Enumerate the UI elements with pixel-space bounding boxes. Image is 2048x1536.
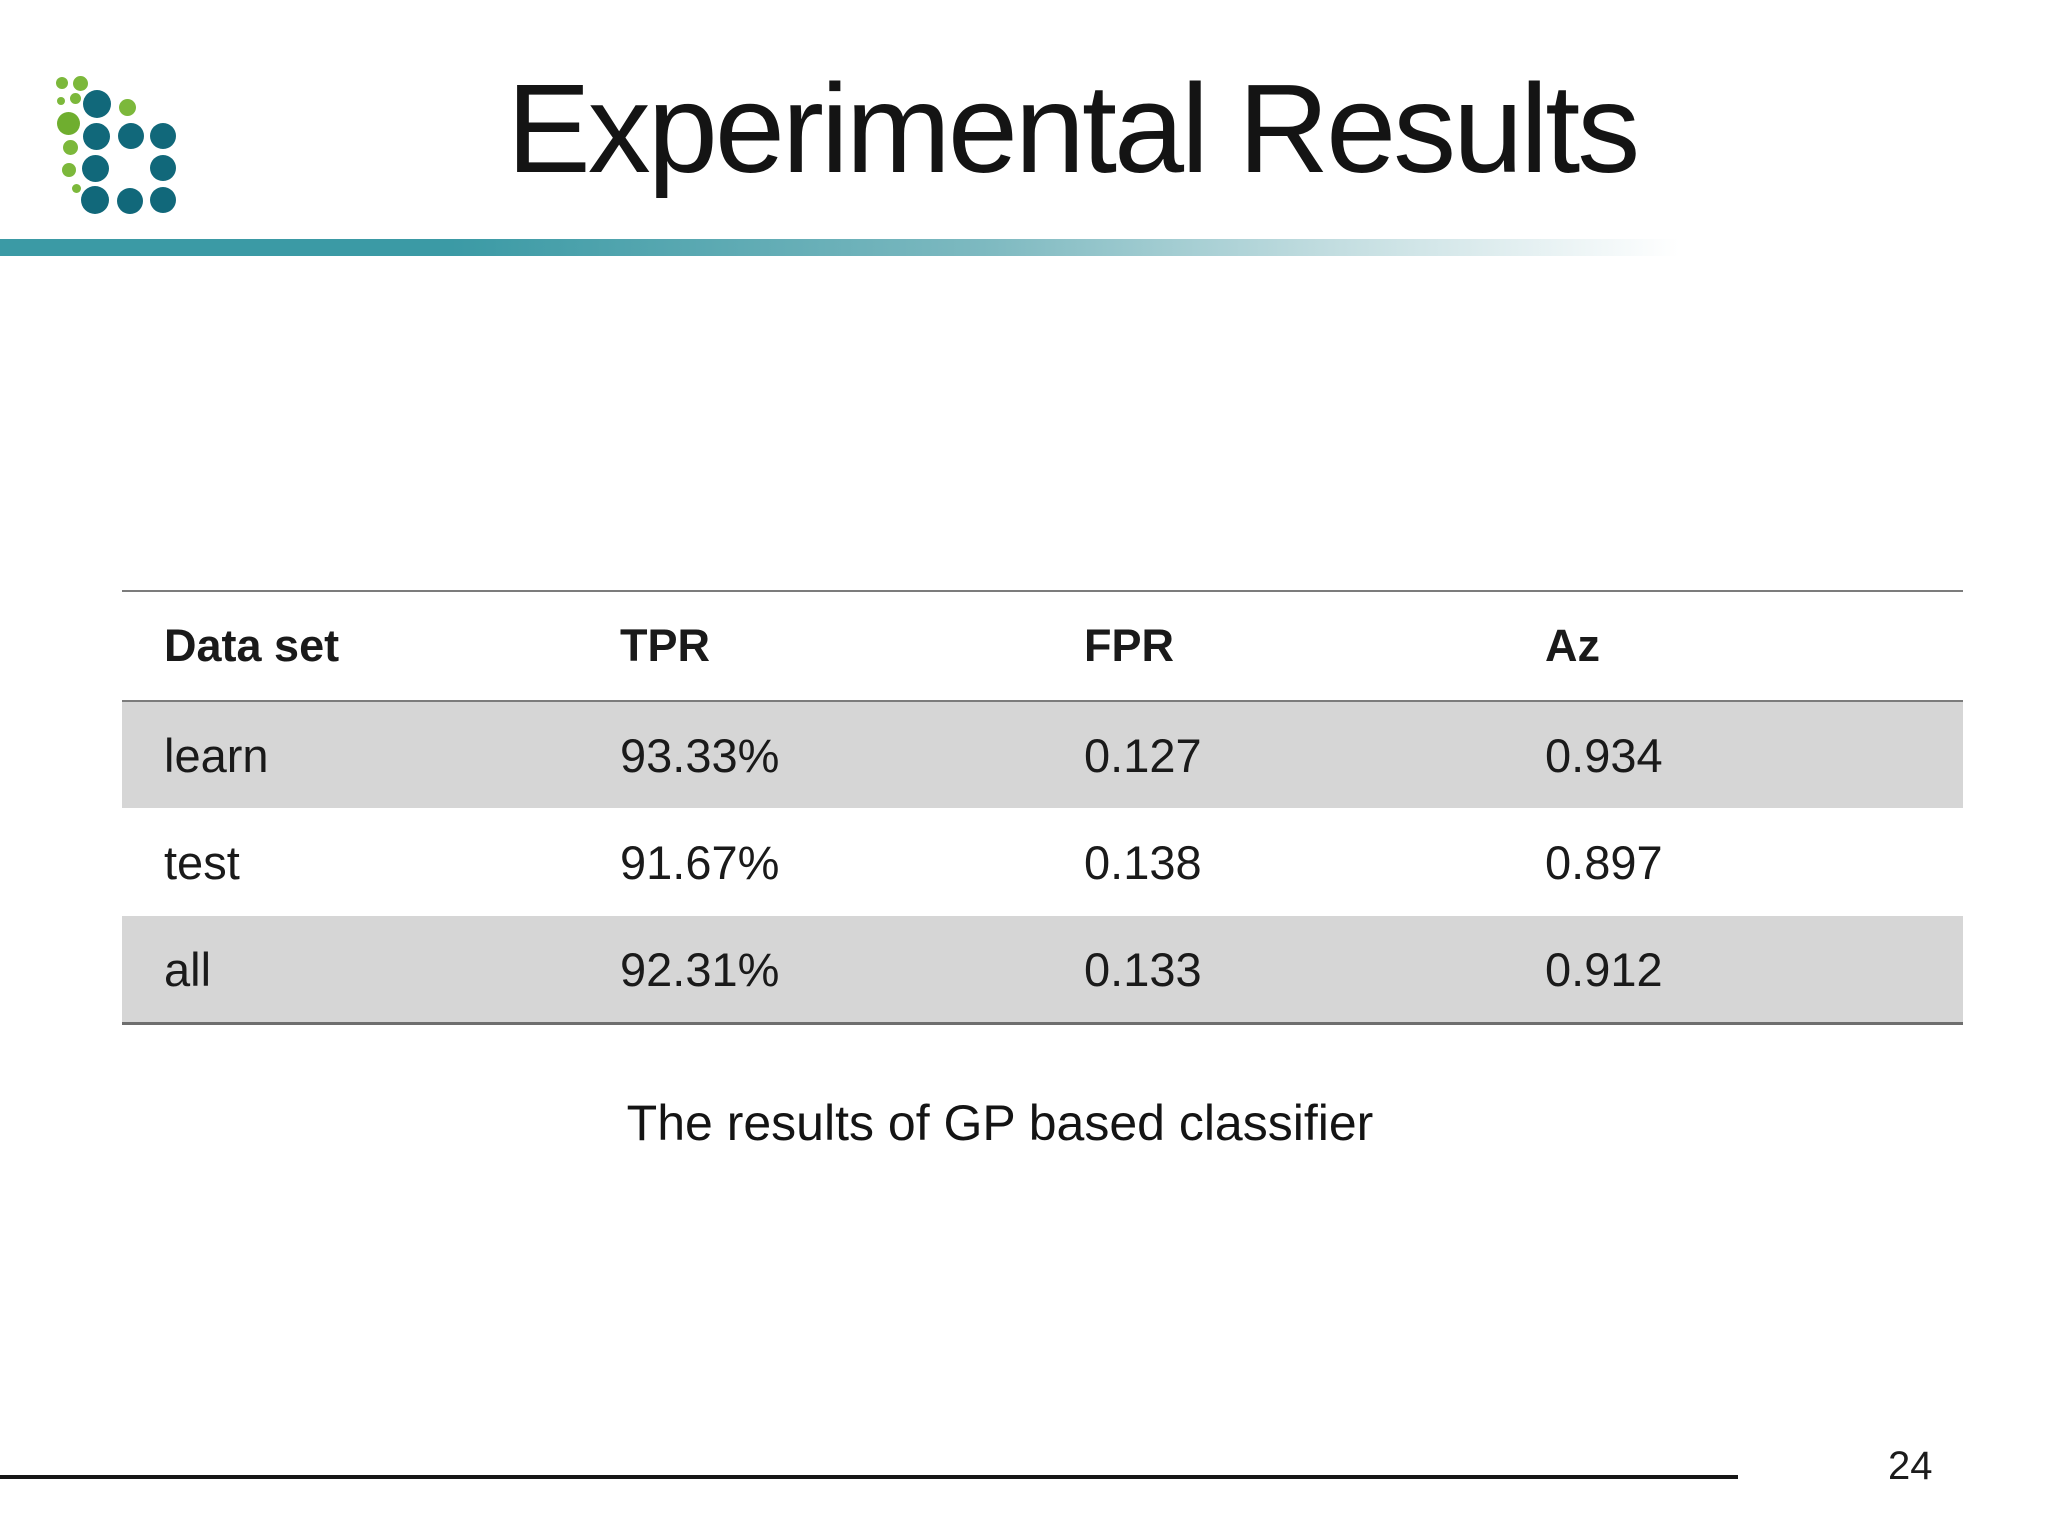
footer-divider-line xyxy=(0,1475,1738,1479)
logo-dot xyxy=(117,188,143,214)
logo-dot xyxy=(118,123,144,149)
logo-dot xyxy=(69,92,81,104)
results-table: Data set TPR FPR Az learn 93.33% 0.127 0… xyxy=(122,590,1963,1025)
logo-dot xyxy=(82,122,110,150)
cell-dataset: all xyxy=(164,942,212,996)
logo-dot xyxy=(72,75,88,91)
cell-az: 0.934 xyxy=(1545,728,1663,782)
logo-dot xyxy=(118,98,136,116)
logo-dot xyxy=(62,163,76,177)
logo-dot xyxy=(81,154,109,182)
cell-tpr: 91.67% xyxy=(620,835,780,889)
logo-dot xyxy=(57,97,65,105)
cell-fpr: 0.127 xyxy=(1084,728,1202,782)
cell-tpr: 93.33% xyxy=(620,728,780,782)
logo-dot xyxy=(83,90,111,118)
logo-dot xyxy=(56,111,80,135)
logo-dot xyxy=(150,123,176,149)
logo-dot xyxy=(150,155,176,181)
table-row: all 92.31% 0.133 0.912 xyxy=(122,916,1963,1022)
slide-title: Experimental Results xyxy=(506,58,1640,199)
column-header-dataset: Data set xyxy=(164,620,340,671)
page-number: 24 xyxy=(1888,1444,1933,1488)
table-header-row: Data set TPR FPR Az xyxy=(122,592,1963,702)
cell-dataset: learn xyxy=(164,728,269,782)
cell-tpr: 92.31% xyxy=(620,942,780,996)
column-header-az: Az xyxy=(1545,620,1600,671)
organization-logo xyxy=(0,0,240,240)
logo-dot xyxy=(150,187,176,213)
cell-az: 0.897 xyxy=(1545,835,1663,889)
cell-az: 0.912 xyxy=(1545,942,1663,996)
cell-fpr: 0.133 xyxy=(1084,942,1202,996)
table-row: learn 93.33% 0.127 0.934 xyxy=(122,702,1963,808)
logo-dot xyxy=(56,77,68,89)
logo-dot xyxy=(62,139,78,155)
table-row: test 91.67% 0.138 0.897 xyxy=(122,808,1963,916)
title-accent-bar xyxy=(0,239,2048,256)
cell-dataset: test xyxy=(164,835,240,889)
column-header-tpr: TPR xyxy=(620,620,710,671)
column-header-fpr: FPR xyxy=(1084,620,1174,671)
table-caption: The results of GP based classifier xyxy=(626,1095,1374,1151)
logo-dot xyxy=(81,186,109,214)
logo-dot xyxy=(71,183,81,193)
cell-fpr: 0.138 xyxy=(1084,835,1202,889)
